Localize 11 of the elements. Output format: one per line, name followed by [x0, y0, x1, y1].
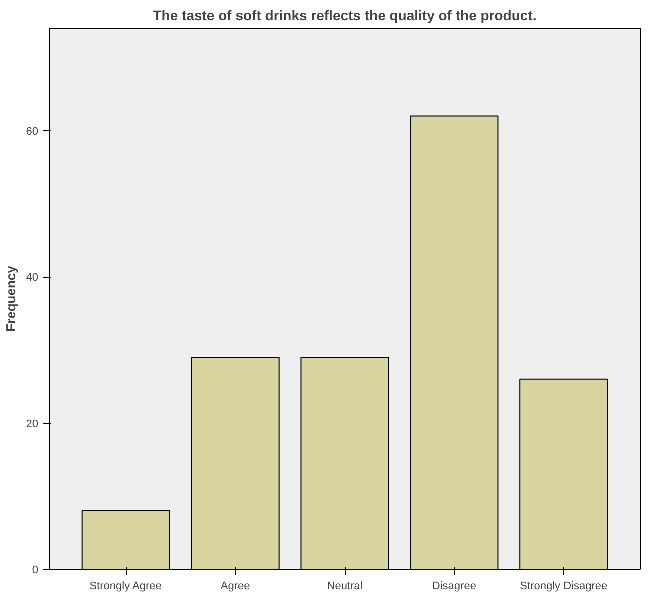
y-tick-label: 40 — [26, 272, 39, 284]
chart-title: The taste of soft drinks reflects the quality of the product. — [153, 8, 537, 24]
y-tick-label: 0 — [32, 564, 39, 576]
y-tick-label: 60 — [26, 126, 39, 138]
x-tick-label: Neutral — [327, 580, 363, 592]
y-axis-title: Frequency — [3, 265, 18, 332]
x-tick-label: Disagree — [432, 580, 476, 592]
x-tick-label: Strongly Disagree — [520, 580, 608, 592]
x-tick-label: Agree — [220, 580, 250, 592]
x-tick-label: Strongly Agree — [90, 580, 162, 592]
y-tick-label: 20 — [26, 418, 39, 430]
